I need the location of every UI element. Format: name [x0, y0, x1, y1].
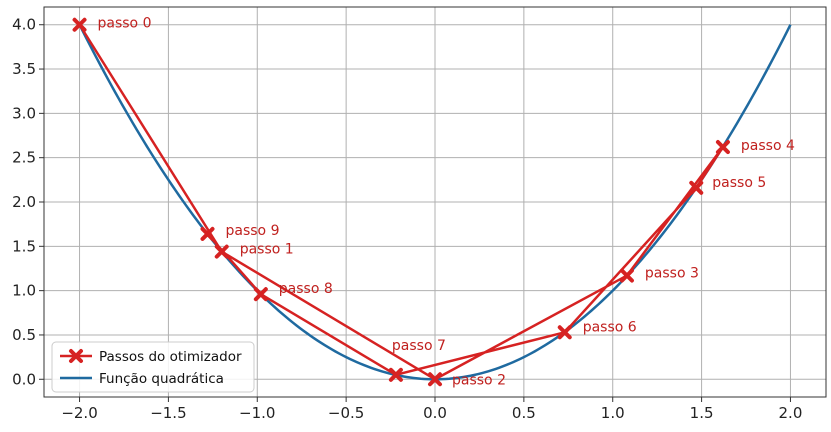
y-tick-label: 4.0	[12, 16, 36, 34]
legend-function-label: Função quadrática	[99, 371, 224, 387]
y-tick-label: 0.0	[12, 370, 36, 388]
step-annotation: passo 9	[226, 223, 280, 239]
step-annotation: passo 6	[583, 319, 637, 335]
optimizer-step-marker	[214, 244, 229, 259]
optimizer-steps-line	[78, 24, 725, 381]
optimizer-step-marker	[428, 372, 442, 387]
x-tick-label: −1.5	[150, 404, 186, 422]
optimizer-step-marker	[557, 325, 572, 340]
y-tick-label: 2.0	[12, 193, 36, 211]
legend-steps-marker	[69, 349, 83, 363]
step-annotation: passo 2	[452, 372, 506, 388]
y-tick-label: 1.0	[12, 282, 36, 300]
series-layer	[72, 17, 792, 387]
x-tick-label: 2.0	[779, 404, 803, 422]
step-annotation: passo 0	[98, 16, 152, 32]
y-axis: 0.0 0.5 1.0 1.5 2.0 2.5 3.0 3.5 4.0	[12, 16, 44, 388]
step-annotation: passo 7	[392, 338, 446, 354]
x-tick-label: 1.5	[690, 404, 714, 422]
x-tick-label: −2.0	[61, 404, 97, 422]
legend-steps-label: Passos do otimizador	[99, 349, 242, 365]
optimizer-step-marker	[689, 180, 704, 195]
optimizer-step-marker	[619, 268, 634, 283]
step-annotation: passo 5	[712, 175, 766, 191]
step-annotation: passo 8	[279, 281, 333, 297]
legend-box	[51, 341, 255, 393]
step-annotation: passo 1	[240, 242, 294, 258]
y-tick-label: 3.0	[12, 104, 36, 122]
optimizer-step-marker	[388, 367, 403, 382]
x-tick-label: −1.0	[239, 404, 275, 422]
annotations: passo 0 passo 1 passo 2 passo 3 passo 4 passo…	[98, 16, 795, 389]
optimizer-step-marker	[253, 287, 268, 302]
x-axis: −2.0 −1.5 −1.0 −0.5 0.0 0.5 1.0 1.5 2.0	[61, 397, 802, 422]
x-tick-label: 0.5	[512, 404, 536, 422]
x-tick-label: −0.5	[328, 404, 364, 422]
optimizer-step-marker	[72, 17, 87, 32]
step-annotation: passo 3	[645, 266, 699, 282]
legend: Passos do otimizador Função quadrática	[51, 341, 255, 393]
x-tick-label: 1.0	[601, 404, 625, 422]
x-tick-label: 0.0	[423, 404, 447, 422]
optimizer-step-marker	[200, 226, 215, 241]
y-tick-label: 2.5	[12, 149, 36, 167]
step-annotation: passo 4	[741, 138, 795, 154]
y-tick-label: 0.5	[12, 326, 36, 344]
optimizer-step-marker	[715, 140, 730, 155]
y-tick-label: 3.5	[12, 60, 36, 78]
plot-frame	[43, 6, 827, 398]
y-tick-label: 1.5	[12, 237, 36, 255]
